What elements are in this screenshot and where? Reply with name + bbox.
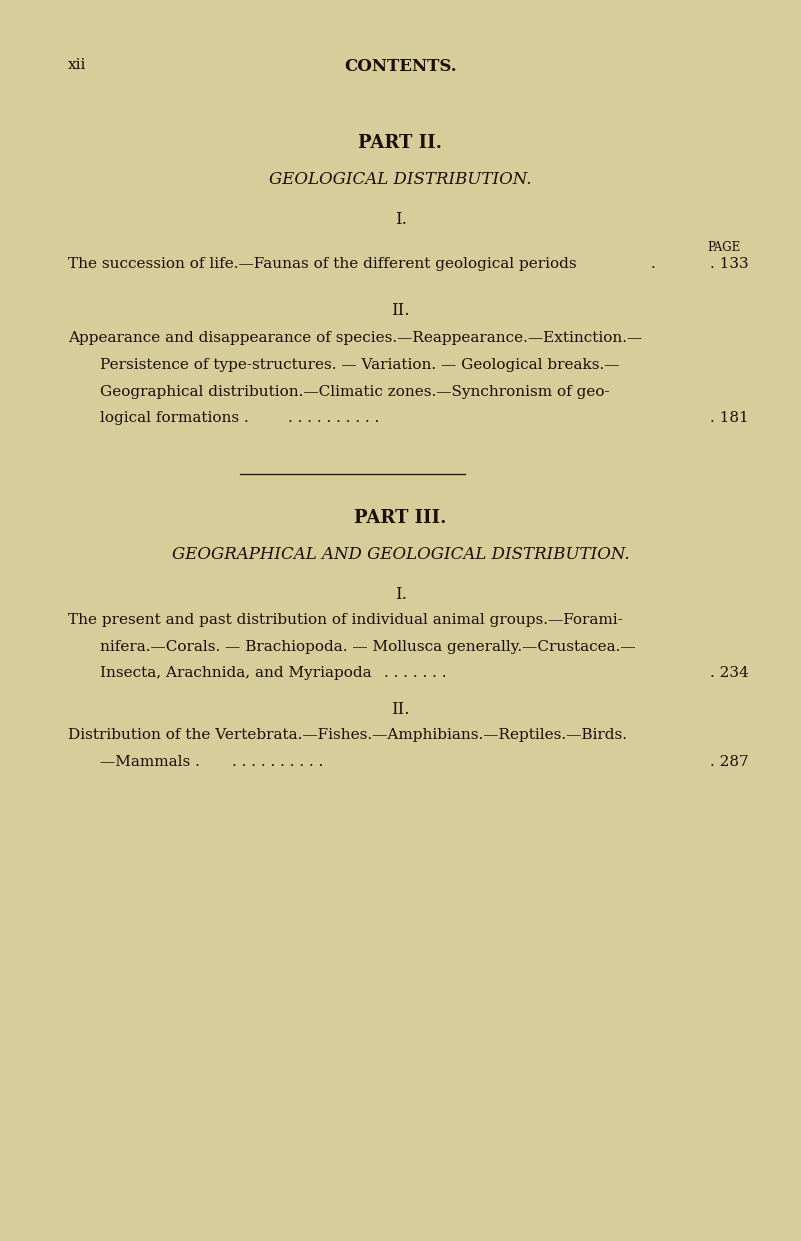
Text: II.: II.	[391, 302, 410, 319]
Text: The present and past distribution of individual animal groups.—Forami-: The present and past distribution of ind…	[68, 613, 623, 627]
Text: CONTENTS.: CONTENTS.	[344, 58, 457, 76]
Text: PAGE: PAGE	[707, 241, 741, 253]
Text: II.: II.	[391, 701, 410, 719]
Text: Geographical distribution.—Climatic zones.—Synchronism of geo-: Geographical distribution.—Climatic zone…	[100, 385, 610, 398]
Text: I.: I.	[395, 211, 406, 228]
Text: —Mammals .: —Mammals .	[100, 755, 200, 769]
Text: . . . . . . . . . .: . . . . . . . . . .	[288, 412, 380, 426]
Text: I.: I.	[395, 586, 406, 603]
Text: . . . . . . .: . . . . . . .	[384, 666, 447, 680]
Text: Insecta, Arachnida, and Myriapoda: Insecta, Arachnida, and Myriapoda	[100, 666, 372, 680]
Text: xii: xii	[68, 58, 87, 72]
Text: . 133: . 133	[710, 257, 749, 271]
Text: Distribution of the Vertebrata.—Fishes.—Amphibians.—Reptiles.—Birds.: Distribution of the Vertebrata.—Fishes.—…	[68, 728, 627, 742]
Text: Appearance and disappearance of species.—Reappearance.—Extinction.—: Appearance and disappearance of species.…	[68, 331, 642, 345]
Text: . 181: . 181	[710, 412, 749, 426]
Text: GEOGRAPHICAL AND GEOLOGICAL DISTRIBUTION.: GEOGRAPHICAL AND GEOLOGICAL DISTRIBUTION…	[171, 546, 630, 563]
Text: . 287: . 287	[710, 755, 749, 769]
Text: GEOLOGICAL DISTRIBUTION.: GEOLOGICAL DISTRIBUTION.	[269, 171, 532, 189]
Text: PART III.: PART III.	[354, 509, 447, 527]
Text: PART II.: PART II.	[359, 134, 442, 153]
Text: The succession of life.—Faunas of the different geological periods: The succession of life.—Faunas of the di…	[68, 257, 577, 271]
Text: . . . . . . . . . .: . . . . . . . . . .	[232, 755, 324, 769]
Text: logical formations .: logical formations .	[100, 412, 249, 426]
Text: . 234: . 234	[710, 666, 749, 680]
Text: .: .	[650, 257, 655, 271]
Text: nifera.—Corals. — Brachiopoda. — Mollusca generally.—Crustacea.—: nifera.—Corals. — Brachiopoda. — Mollusc…	[100, 640, 636, 654]
Text: Persistence of type-structures. — Variation. — Geological breaks.—: Persistence of type-structures. — Variat…	[100, 359, 620, 372]
